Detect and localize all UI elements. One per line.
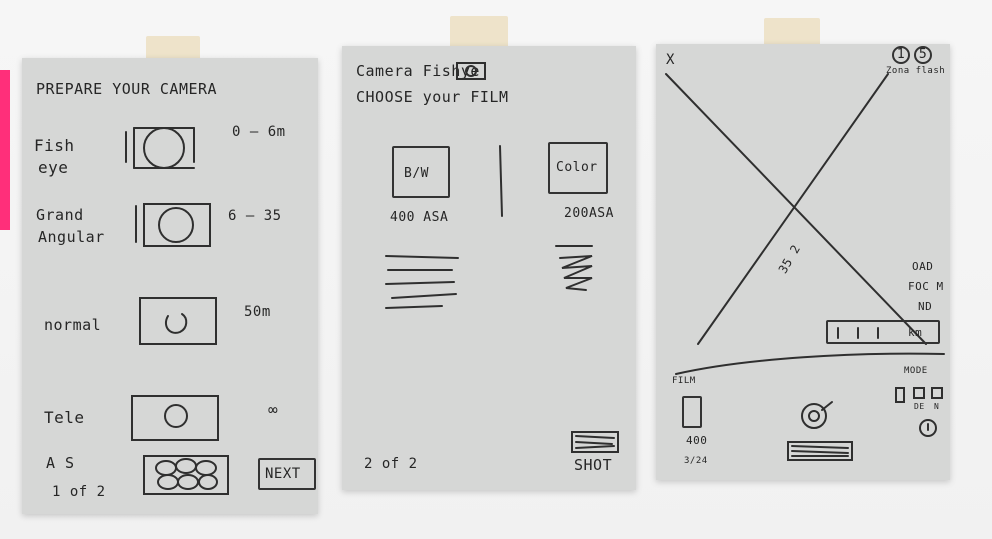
mode-scribble-bar — [787, 441, 853, 461]
film-iso-color: 200ASA — [564, 206, 614, 221]
film-description-color — [555, 245, 593, 291]
shot-button[interactable]: SHOT — [574, 456, 613, 474]
distance-slider[interactable]: km — [826, 320, 940, 344]
lens-label-wide-2: Angular — [38, 228, 105, 246]
camera-lens-header: Camera Fishye — [356, 62, 480, 80]
mode-option-de[interactable]: DE — [914, 402, 925, 411]
mode-option-n[interactable]: N — [934, 402, 940, 411]
shot-button-scribble — [571, 431, 619, 453]
normal-lens-option[interactable] — [134, 292, 224, 350]
screen-title: PREPARE YOUR CAMERA — [36, 80, 218, 98]
film-roll-thumbnail[interactable] — [682, 396, 702, 428]
lens-label-wide: Grand — [36, 206, 84, 224]
lens-label-tele: Tele — [44, 408, 85, 427]
lens-label-normal: normal — [44, 316, 102, 334]
top-controls-label: Zona flash — [886, 66, 946, 76]
page-indicator: 1 of 2 — [52, 484, 106, 500]
camera-icon — [456, 62, 486, 80]
film-option-color[interactable]: Color — [548, 142, 608, 194]
tele-lens-option[interactable] — [126, 388, 226, 448]
pink-sticky-note — [0, 70, 10, 230]
lens-range-fisheye: 0 — 6m — [232, 124, 286, 140]
control-oad[interactable]: OAD — [912, 260, 934, 273]
all-lenses-option[interactable] — [140, 452, 232, 498]
fisheye-lens-option[interactable] — [122, 122, 202, 174]
shutter-button[interactable] — [796, 398, 836, 434]
film-description-bw — [385, 255, 459, 309]
lens-range-normal: 50m — [244, 304, 271, 320]
paper-screen-viewfinder: X 1 5 Zona flash 35 2 OAD FOC M ND km FI… — [656, 44, 950, 480]
lens-range-tele: ∞ — [268, 400, 279, 419]
film-shot-count: 3/24 — [684, 456, 708, 466]
film-label: FILM — [672, 376, 696, 386]
screen-title: CHOOSE your FILM — [356, 88, 509, 106]
film-iso-value: 400 — [686, 434, 708, 447]
lens-label-fisheye-2: eye — [38, 158, 69, 177]
control-nd[interactable]: ND — [918, 300, 933, 313]
control-focus-manual[interactable]: FOC M — [908, 280, 944, 293]
control-panel-divider — [675, 352, 945, 375]
page-indicator: 2 of 2 — [364, 456, 418, 472]
close-icon[interactable]: X — [666, 52, 675, 68]
mode-options[interactable] — [892, 384, 952, 408]
mode-label: MODE — [904, 366, 928, 376]
paper-screen-choose-film: Camera Fishye CHOOSE your FILM B/W 400 A… — [342, 46, 636, 490]
divider-line — [499, 145, 503, 217]
film-option-bw[interactable]: B/W — [392, 146, 450, 198]
self-timer-icon[interactable] — [916, 416, 940, 440]
auto-select-label: A S — [46, 454, 75, 472]
flash-icon[interactable]: 5 — [914, 46, 932, 64]
lens-range-wide: 6 — 35 — [228, 208, 282, 224]
next-button[interactable]: NEXT — [258, 458, 316, 490]
lens-label-fisheye: Fish — [34, 136, 75, 155]
film-iso-bw: 400 ASA — [390, 210, 449, 225]
flash-zone-icon[interactable]: 1 — [892, 46, 910, 64]
viewfinder-cross — [665, 73, 927, 345]
paper-screen-prepare-camera: PREPARE YOUR CAMERA Fish eye 0 — 6m Gran… — [22, 58, 318, 514]
wide-angle-lens-option[interactable] — [130, 198, 216, 254]
